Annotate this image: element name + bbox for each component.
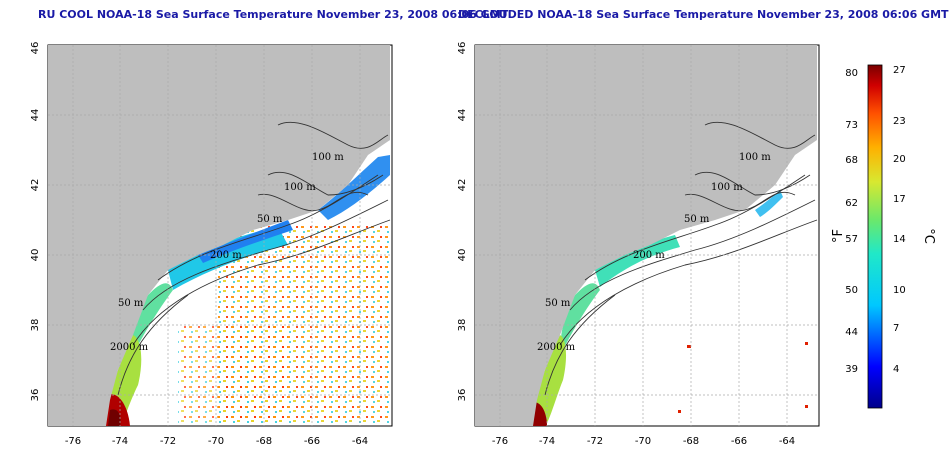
left-lat-tick: 42 [30, 179, 41, 192]
right-map: 100 m 100 m 50 m 200 m 50 m 2000 m -76 -… [457, 42, 820, 447]
celsius-tick: 17 [893, 194, 906, 205]
celsius-tick: 7 [893, 323, 899, 334]
fahrenheit-tick: 73 [845, 120, 858, 131]
fahrenheit-tick: 80 [845, 68, 858, 79]
right-map-title: DECLOUDED NOAA-18 Sea Surface Temperatur… [458, 8, 949, 21]
left-lon-tick: -74 [112, 436, 128, 447]
right-lat-tick: 42 [457, 179, 468, 192]
left-lat-tick: 40 [30, 249, 41, 262]
fahrenheit-tick: 50 [845, 285, 858, 296]
right-contour-label-200m: 200 m [633, 250, 665, 261]
right-lon-tick: -68 [683, 436, 699, 447]
fahrenheit-tick: 57 [845, 234, 858, 245]
celsius-tick: 23 [893, 116, 906, 127]
left-lat-ticks: 36 38 40 42 44 46 [30, 42, 41, 402]
left-lat-tick: 44 [30, 109, 41, 122]
left-map: 100 m 100 m 50 m 200 m 50 m 2000 m -76 -… [30, 42, 393, 447]
right-lat-tick: 44 [457, 109, 468, 122]
right-lon-tick: -64 [779, 436, 795, 447]
right-lat-tick: 38 [457, 319, 468, 332]
right-contour-label-2000m: 2000 m [537, 342, 576, 353]
celsius-ticks: 27 23 20 17 14 10 7 4 [893, 65, 906, 375]
fahrenheit-tick: 44 [845, 327, 858, 338]
left-gridlines [48, 45, 392, 426]
fahrenheit-ticks: 80 73 68 62 57 50 44 39 [845, 68, 858, 375]
right-lon-tick: -66 [731, 436, 747, 447]
right-gridlines [475, 45, 819, 426]
left-lon-ticks: -76 -74 -72 -70 -68 -66 -64 [65, 436, 368, 447]
left-contour-label-2000m: 2000 m [110, 342, 149, 353]
celsius-tick: 27 [893, 65, 906, 76]
left-lon-tick: -64 [352, 436, 368, 447]
right-lon-ticks: -76 -74 -72 -70 -68 -66 -64 [492, 436, 795, 447]
left-lat-tick: 46 [30, 42, 41, 55]
left-contour-label-100m-b: 100 m [284, 182, 316, 193]
left-lon-tick: -66 [304, 436, 320, 447]
fahrenheit-tick: 39 [845, 364, 858, 375]
colorbar: 80 73 68 62 57 50 44 39 27 23 20 17 14 1… [831, 64, 936, 409]
right-lat-tick: 40 [457, 249, 468, 262]
left-lon-tick: -76 [65, 436, 81, 447]
celsius-tick: 20 [893, 154, 906, 165]
right-contour-label-100m-b: 100 m [711, 182, 743, 193]
right-lat-tick: 36 [457, 389, 468, 402]
left-lon-tick: -68 [256, 436, 272, 447]
left-lon-tick: -70 [208, 436, 224, 447]
celsius-tick: 4 [893, 364, 899, 375]
left-lat-tick: 38 [30, 319, 41, 332]
celsius-tick: 10 [893, 285, 906, 296]
fahrenheit-tick: 62 [845, 198, 858, 209]
left-lat-tick: 36 [30, 389, 41, 402]
fahrenheit-label: °F [831, 229, 846, 243]
left-contour-label-50m-b: 50 m [118, 298, 144, 309]
fahrenheit-tick: 68 [845, 155, 858, 166]
right-lon-tick: -74 [539, 436, 555, 447]
celsius-label: °C [921, 228, 936, 244]
left-contour-label-50m-a: 50 m [257, 214, 283, 225]
left-contour-label-200m: 200 m [210, 250, 242, 261]
left-map-title: RU COOL NOAA-18 Sea Surface Temperature … [38, 8, 509, 21]
celsius-tick: 14 [893, 234, 906, 245]
right-contour-label-100m-a: 100 m [739, 152, 771, 163]
colorbar-gradient [867, 64, 883, 409]
right-contour-label-50m-b: 50 m [545, 298, 571, 309]
right-lat-tick: 46 [457, 42, 468, 55]
left-contour-label-100m-a: 100 m [312, 152, 344, 163]
right-contour-label-50m-a: 50 m [684, 214, 710, 225]
right-lon-tick: -72 [587, 436, 603, 447]
right-lon-tick: -76 [492, 436, 508, 447]
right-lat-ticks: 36 38 40 42 44 46 [457, 42, 468, 402]
right-lon-tick: -70 [635, 436, 651, 447]
left-lon-tick: -72 [160, 436, 176, 447]
